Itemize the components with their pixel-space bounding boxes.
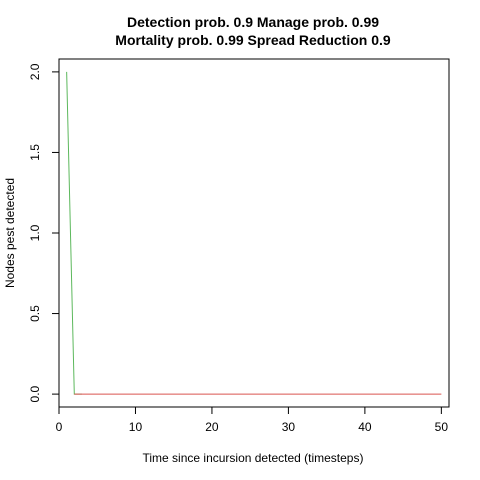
chart-title-line2: Mortality prob. 0.99 Spread Reduction 0.… (115, 32, 391, 48)
y-tick-label: 0.0 (28, 385, 42, 402)
series-layer (66, 71, 442, 395)
chart-title-line1: Detection prob. 0.9 Manage prob. 0.99 (127, 14, 379, 30)
y-tick-label: 0.5 (28, 305, 42, 322)
x-tick-label: 40 (358, 420, 372, 434)
y-tick-label: 1.5 (28, 144, 42, 161)
y-axis: 0.0 0.5 1.0 1.5 2.0 (28, 63, 60, 402)
x-tick-label: 50 (435, 420, 449, 434)
series-line-1 (66, 71, 82, 395)
x-tick-label: 10 (129, 420, 143, 434)
y-axis-label: Nodes pest detected (3, 178, 17, 288)
y-tick-label: 2.0 (28, 63, 42, 80)
x-axis-label: Time since incursion detected (timesteps… (143, 451, 364, 465)
x-tick-label: 30 (282, 420, 296, 434)
y-tick-label: 1.0 (28, 224, 42, 241)
x-tick-label: 0 (56, 420, 63, 434)
plot-frame (58, 58, 450, 408)
x-tick-label: 20 (205, 420, 219, 434)
x-axis: 0 10 20 30 40 50 (56, 406, 449, 434)
